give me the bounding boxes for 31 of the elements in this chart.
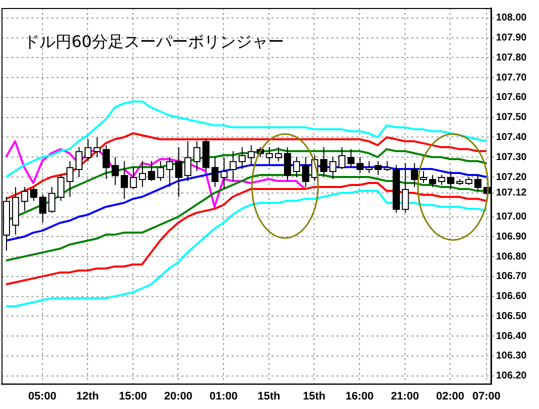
y-tick-label: 107.40 bbox=[496, 132, 528, 143]
y-tick-label: 107.30 bbox=[496, 152, 528, 163]
y-tick-label: 107.80 bbox=[496, 52, 528, 64]
y-tick-label: 107.20 bbox=[496, 172, 528, 183]
x-tick-label: 01:00 bbox=[210, 390, 238, 402]
x-tick-label: 16:00 bbox=[345, 390, 374, 402]
x-tick-label: 02:00 bbox=[436, 390, 464, 402]
y-tick-label: 106.50 bbox=[496, 310, 528, 322]
y-tick-label: 107.70 bbox=[496, 72, 528, 84]
x-tick-label: 12th bbox=[76, 390, 100, 402]
x-tick-label: 05:00 bbox=[28, 390, 56, 402]
x-tick-label: 15th bbox=[302, 390, 326, 402]
x-tick-label: 20:00 bbox=[164, 390, 192, 402]
y-tick-label: 107.50 bbox=[496, 112, 528, 124]
y-tick-label: 106.60 bbox=[496, 291, 528, 302]
y-tick-label: 106.30 bbox=[496, 350, 528, 362]
y-tick-label: 107.90 bbox=[496, 32, 528, 44]
y-tick-label: 106.90 bbox=[496, 231, 528, 242]
x-tick-label: 15:00 bbox=[118, 390, 147, 402]
x-tick-label: 21:00 bbox=[390, 390, 419, 402]
x-tick-label: 07:00 bbox=[472, 390, 501, 402]
x-tick-label: 15th bbox=[258, 390, 280, 402]
y-tick-label: 106.20 bbox=[496, 370, 528, 382]
y-tick-label: 106.40 bbox=[496, 330, 528, 342]
y-tick-label: 107.00 bbox=[496, 212, 528, 223]
y-tick-label: 108.00 bbox=[496, 12, 528, 24]
y-tick-label: 107.12 bbox=[496, 188, 528, 199]
text: ドル円60分足スーパーボリンジャー bbox=[23, 32, 284, 52]
y-tick-label: 106.70 bbox=[496, 271, 528, 282]
y-tick-label: 107.60 bbox=[496, 92, 528, 104]
y-tick-label: 106.80 bbox=[496, 251, 528, 262]
